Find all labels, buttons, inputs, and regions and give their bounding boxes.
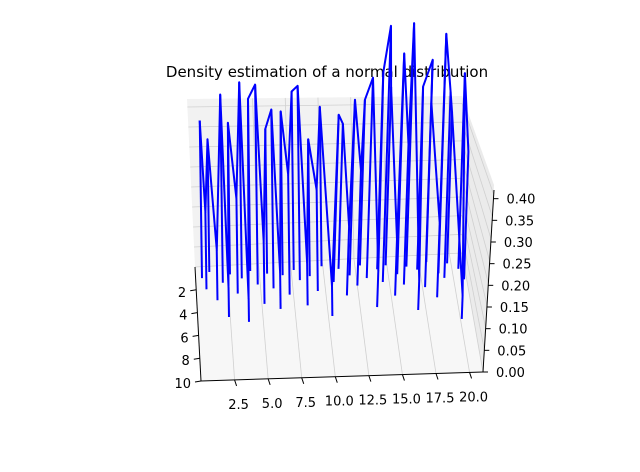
data-point: [235, 198, 239, 294]
grid-line: [289, 261, 303, 378]
series-line: [198, 22, 470, 299]
x-tick-label: 5.0: [262, 397, 283, 412]
data-point: [262, 241, 266, 304]
grid-line: [417, 255, 437, 374]
floor-pane: [195, 253, 483, 381]
data-point: [394, 239, 398, 296]
grid-line: [461, 140, 492, 239]
x-tick-mark: [334, 376, 338, 383]
grid-line: [448, 253, 470, 373]
y-tick-label: 8: [182, 354, 190, 369]
data-point: [345, 226, 351, 296]
x-tick-label: 20.0: [459, 390, 488, 405]
z-tick-label: 0.15: [500, 301, 529, 316]
data-point: [425, 102, 433, 263]
z-tick-label: 0.40: [506, 193, 535, 208]
chart-title: Density estimation of a normal distribut…: [166, 63, 488, 81]
y-tick-label: 2: [178, 286, 186, 301]
x-tick-mark: [267, 378, 271, 386]
z-tick-label: 0.25: [503, 258, 532, 273]
x-tick-mark: [234, 379, 238, 387]
data-point: [204, 212, 208, 290]
y-axis-line: [194, 266, 202, 382]
data-point: [287, 174, 291, 295]
data-point: [443, 91, 452, 278]
y-tick-mark: [193, 357, 200, 360]
x-tick-mark: [301, 377, 305, 384]
data-point: [318, 106, 323, 267]
x-tick-label: 10.0: [325, 395, 354, 410]
data-point: [365, 77, 374, 279]
data-series: [198, 22, 470, 322]
x-tick-label: 17.5: [426, 392, 455, 407]
data-point: [290, 91, 295, 270]
x-tick-labels: 2.5 5.0 7.5 10.0 12.5 15.0 17.5 20.0: [228, 372, 488, 413]
data-point: [381, 25, 392, 283]
z-tick-label: 0.10: [499, 323, 528, 338]
side-pane: [462, 96, 494, 372]
grid-line: [385, 256, 403, 375]
z-tick-label: 0.30: [504, 236, 533, 251]
x-tick-mark: [368, 375, 372, 382]
data-point: [402, 144, 410, 285]
x-tick-mark: [469, 372, 473, 379]
data-point: [460, 295, 464, 319]
y-tick-label: 10: [174, 377, 191, 392]
x-tick-mark: [435, 373, 439, 380]
z-tick-label: 0.00: [496, 366, 525, 381]
data-point: [446, 111, 454, 264]
x-tick-label: 15.0: [392, 393, 421, 408]
data-point: [337, 123, 344, 269]
y-tick-mark: [190, 289, 197, 292]
data-point: [296, 85, 301, 281]
data-point: [270, 109, 275, 289]
y-tick-label: 4: [179, 309, 187, 324]
data-point: [198, 120, 203, 279]
z-tick-label: 0.35: [505, 214, 534, 229]
data-point: [306, 262, 309, 306]
data-point: [376, 270, 380, 308]
x-tick-label: 7.5: [295, 396, 316, 411]
y-tick-labels: 2 4 6 8 10: [174, 286, 202, 392]
data-point: [384, 86, 393, 266]
grid-line: [353, 258, 370, 376]
y-tick-mark: [191, 312, 198, 315]
x-tick-label: 2.5: [228, 398, 249, 413]
grid-line: [258, 263, 269, 379]
data-point: [215, 250, 219, 301]
data-point: [254, 84, 259, 285]
y-tick-label: 6: [180, 331, 188, 346]
data-point: [463, 151, 470, 280]
grid-line: [321, 260, 336, 377]
z-tick-labels: 0.00 0.05 0.10 0.15 0.20 0.25 0.30 0.35 0.40: [483, 193, 535, 381]
data-point: [417, 279, 421, 311]
y-tick-mark: [194, 380, 202, 383]
z-tick-label: 0.20: [501, 279, 530, 294]
x-tick-mark: [401, 374, 405, 381]
z-tick-label: 0.05: [497, 344, 526, 359]
data-point: [315, 189, 319, 291]
y-tick-mark: [192, 334, 199, 337]
x-tick-label: 12.5: [358, 394, 387, 409]
grid-line: [461, 252, 484, 373]
data-point: [356, 170, 362, 286]
